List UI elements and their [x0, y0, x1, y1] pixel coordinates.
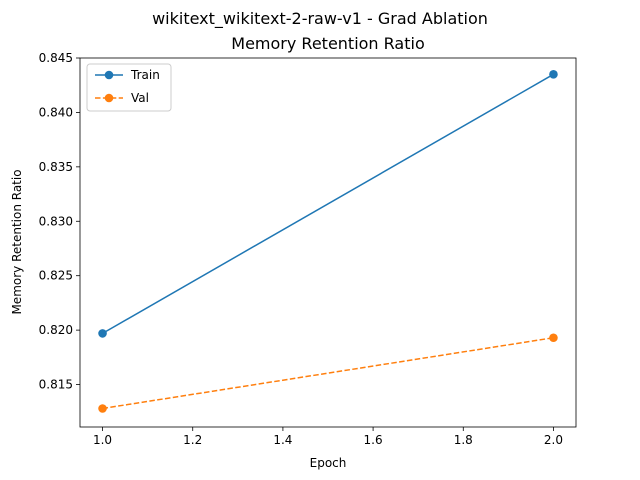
- y-tick-label: 0.835: [39, 160, 73, 174]
- y-tick-label: 0.820: [39, 323, 73, 337]
- legend-label-val: Val: [131, 91, 149, 105]
- series-line-train: [102, 73, 554, 335]
- x-tick-label: 1.4: [273, 433, 292, 447]
- legend-label-train: Train: [130, 68, 160, 82]
- y-tick-label: 0.830: [39, 214, 73, 228]
- chart-subtitle: Memory Retention Ratio: [231, 34, 424, 53]
- data-point-val: [549, 333, 558, 343]
- plot-frame: [79, 57, 577, 428]
- legend-marker-train: [104, 70, 114, 80]
- y-tick-label: 0.840: [39, 105, 73, 119]
- data-point-train: [98, 329, 107, 338]
- x-axis: 1.0 1.2 1.4 1.6 1.8 2.0: [93, 427, 563, 447]
- y-axis-label: Memory Retention Ratio: [10, 169, 24, 314]
- x-tick-label: 2.0: [544, 433, 563, 447]
- x-tick-label: 1.6: [364, 433, 383, 447]
- chart-title: wikitext_wikitext-2-raw-v1 - Grad Ablati…: [152, 9, 488, 29]
- y-tick-label: 0.815: [39, 378, 73, 392]
- legend: Train Val: [86, 63, 172, 112]
- y-tick-label: 0.825: [39, 269, 73, 283]
- x-tick-label: 1.2: [183, 433, 202, 447]
- series-line-val: [102, 337, 554, 410]
- legend-marker-val: [104, 93, 114, 103]
- x-tick-label: 1.8: [454, 433, 473, 447]
- x-axis-label: Epoch: [310, 456, 347, 470]
- data-point-val: [98, 404, 107, 413]
- y-tick-label: 0.845: [39, 51, 73, 65]
- y-axis: 0.815 0.820 0.825 0.830 0.835 0.840 0.845: [39, 51, 80, 392]
- plot-area: [98, 70, 558, 413]
- data-point-train: [549, 70, 558, 79]
- x-tick-label: 1.0: [93, 433, 112, 447]
